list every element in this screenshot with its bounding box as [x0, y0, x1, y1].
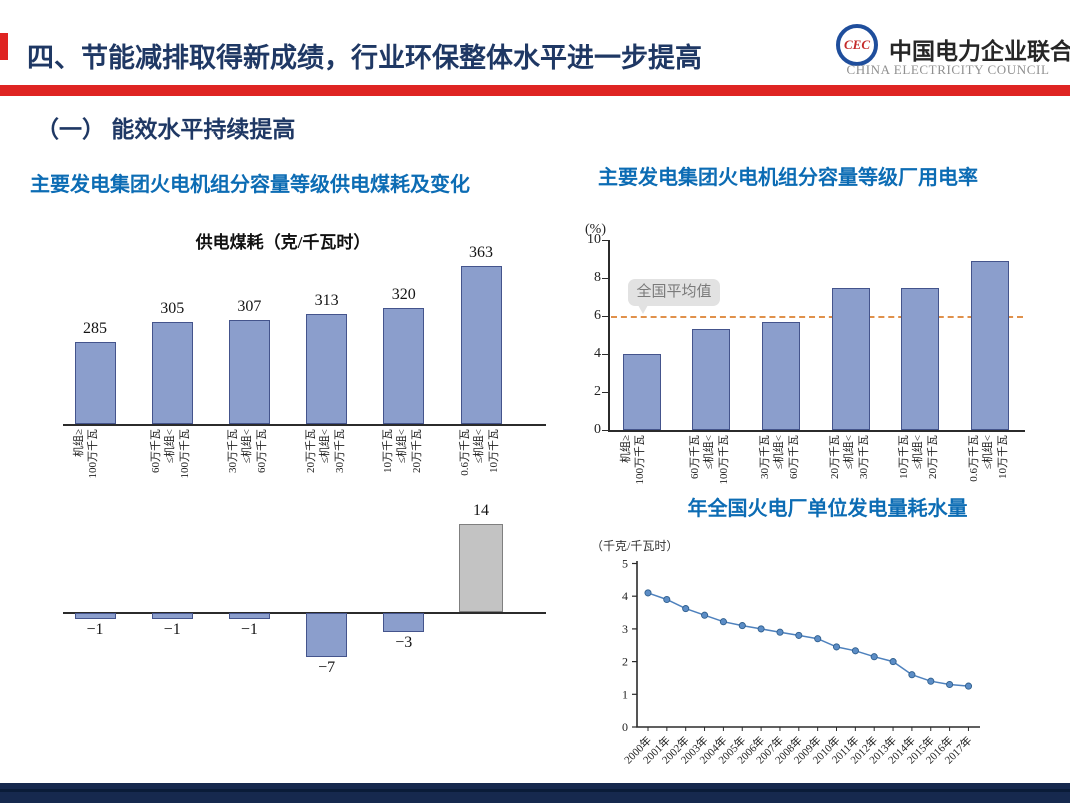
water-consumption-line-chart: （千克/千瓦时） 0 1 2 3 4 5 2000年 2001年 2002年 2003年 2004年… [585, 525, 1070, 787]
data-point-marker [757, 625, 765, 633]
bar-value-label: 307 [237, 298, 262, 316]
data-point-marker [832, 643, 841, 651]
national-average-line [611, 316, 1023, 318]
bar [761, 321, 800, 430]
bar-value-label: 285 [83, 319, 107, 337]
chart-title-water: 年全国火电厂单位发电量耗水量 [687, 498, 968, 520]
page-title: 四、节能减排取得新成绩，行业环保整体水平进一步提高 [27, 43, 702, 73]
y-axis-tick-label: 8 [594, 270, 601, 285]
data-point-marker [738, 622, 746, 630]
bar [306, 314, 348, 424]
bar-value-label: 305 [160, 300, 185, 318]
zero-axis-line [63, 612, 546, 614]
bar-value-label: 313 [314, 292, 339, 310]
bar-value-label: 14 [473, 501, 489, 519]
data-point-marker [851, 647, 859, 655]
y-axis-tick-label: 0 [622, 720, 628, 734]
data-point-marker [663, 595, 671, 604]
bar [460, 265, 502, 424]
org-logo: CEC 中国电力企业联合会 CHINA ELECTRICITY COUNCIL [830, 20, 1070, 80]
bar [622, 354, 661, 430]
bar [151, 322, 193, 424]
data-point-marker [889, 658, 897, 666]
bar [383, 307, 425, 424]
bar-value-label: −1 [163, 621, 181, 639]
data-point-marker [644, 589, 652, 597]
y-axis-tick-label: 5 [622, 557, 628, 571]
y-axis-tick-label: 2 [622, 655, 628, 669]
y-axis-tick-label: 6 [594, 308, 601, 323]
water-trend-line [647, 592, 969, 687]
y-axis-tick-label: 0 [594, 422, 601, 437]
y-axis-tick-mark [602, 392, 608, 393]
bar [74, 613, 116, 620]
org-name-en: CHINA ELECTRICITY COUNCIL [846, 62, 1050, 77]
chart-title-aux-power: 主要发电集团火电机组分容量等级厂用电率 [598, 167, 978, 189]
footer-bar [0, 783, 1070, 803]
data-point-marker [927, 677, 935, 685]
bar-value-label: −7 [318, 659, 336, 677]
data-point-marker [776, 628, 784, 636]
header-divider [0, 85, 1070, 96]
x-axis-line [63, 424, 546, 426]
y-axis-tick-label: 10 [587, 232, 601, 247]
org-emblem-icon: CEC [836, 24, 878, 66]
chart-inner-title: 供电煤耗（克/千瓦时） [195, 233, 371, 252]
bar-value-label: 363 [469, 243, 493, 261]
title-accent-bar [0, 33, 8, 60]
data-point-marker [701, 611, 709, 619]
org-emblem-monogram: CEC [843, 37, 870, 52]
section-heading: （一） 能效水平持续提高 [36, 116, 296, 142]
data-point-marker [814, 635, 822, 643]
y-axis-unit-label: (%) [585, 222, 606, 237]
y-axis-line [608, 240, 610, 430]
bar [831, 287, 870, 430]
bar [970, 260, 1009, 430]
data-point-marker [908, 671, 916, 679]
x-axis-line [608, 430, 1025, 432]
y-axis-tick-mark [602, 354, 608, 355]
bar-value-label: −1 [86, 621, 104, 639]
bar [228, 613, 270, 620]
line-chart-canvas: 0123452000年2001年2002年2003年2004年2005年2006… [621, 557, 980, 766]
bar [692, 329, 731, 430]
data-point-marker [964, 682, 973, 690]
bar [901, 287, 940, 430]
bar-value-label: 320 [391, 285, 416, 303]
axes-lines [636, 561, 980, 728]
y-axis-tick-label: 1 [622, 687, 628, 701]
y-axis-tick-label: 4 [622, 589, 628, 603]
footer-inner-line [0, 789, 1070, 792]
bar [383, 613, 425, 632]
bar [306, 613, 348, 658]
y-axis-tick-label: 3 [622, 622, 628, 636]
chart-title-coal: 主要发电集团火电机组分容量等级供电煤耗及变化 [30, 174, 470, 196]
bar [228, 320, 270, 424]
y-axis-tick-mark [602, 430, 608, 431]
bar [151, 613, 193, 620]
coal-consumption-bar-chart: 供电煤耗（克/千瓦时） 285 机组≥ 100万千瓦 305 60万千瓦 ≤机组< 1… [30, 222, 570, 518]
bar-value-label: −1 [240, 621, 258, 639]
callout-tail [638, 305, 648, 314]
y-axis-tick-label: 4 [594, 346, 601, 361]
aux-power-rate-bar-chart: (%) 全国平均值 0 2 4 6 8 10 机组≥ 100万千瓦 60万千瓦 ≤机组< 10… [585, 220, 1070, 530]
y-axis-tick-mark [602, 240, 608, 241]
data-point-marker [795, 631, 803, 639]
y-axis-tick-mark [602, 316, 608, 317]
data-point-marker [946, 680, 954, 689]
y-axis-unit-label: （千克/千瓦时） [591, 539, 679, 553]
coal-change-bar-chart: −1 −1 −1 −7 −3 14 [30, 500, 570, 690]
org-name-cn: 中国电力企业联合会 [889, 38, 1070, 64]
data-point-marker [682, 605, 690, 613]
bar [459, 523, 503, 612]
bar-value-label: −3 [395, 633, 413, 651]
bar [74, 341, 116, 424]
y-axis-tick-label: 2 [594, 384, 601, 399]
data-point-marker [719, 618, 727, 626]
data-point-marker [870, 653, 878, 661]
national-average-callout: 全国平均值 [628, 279, 720, 306]
y-axis-tick-mark [602, 278, 608, 279]
